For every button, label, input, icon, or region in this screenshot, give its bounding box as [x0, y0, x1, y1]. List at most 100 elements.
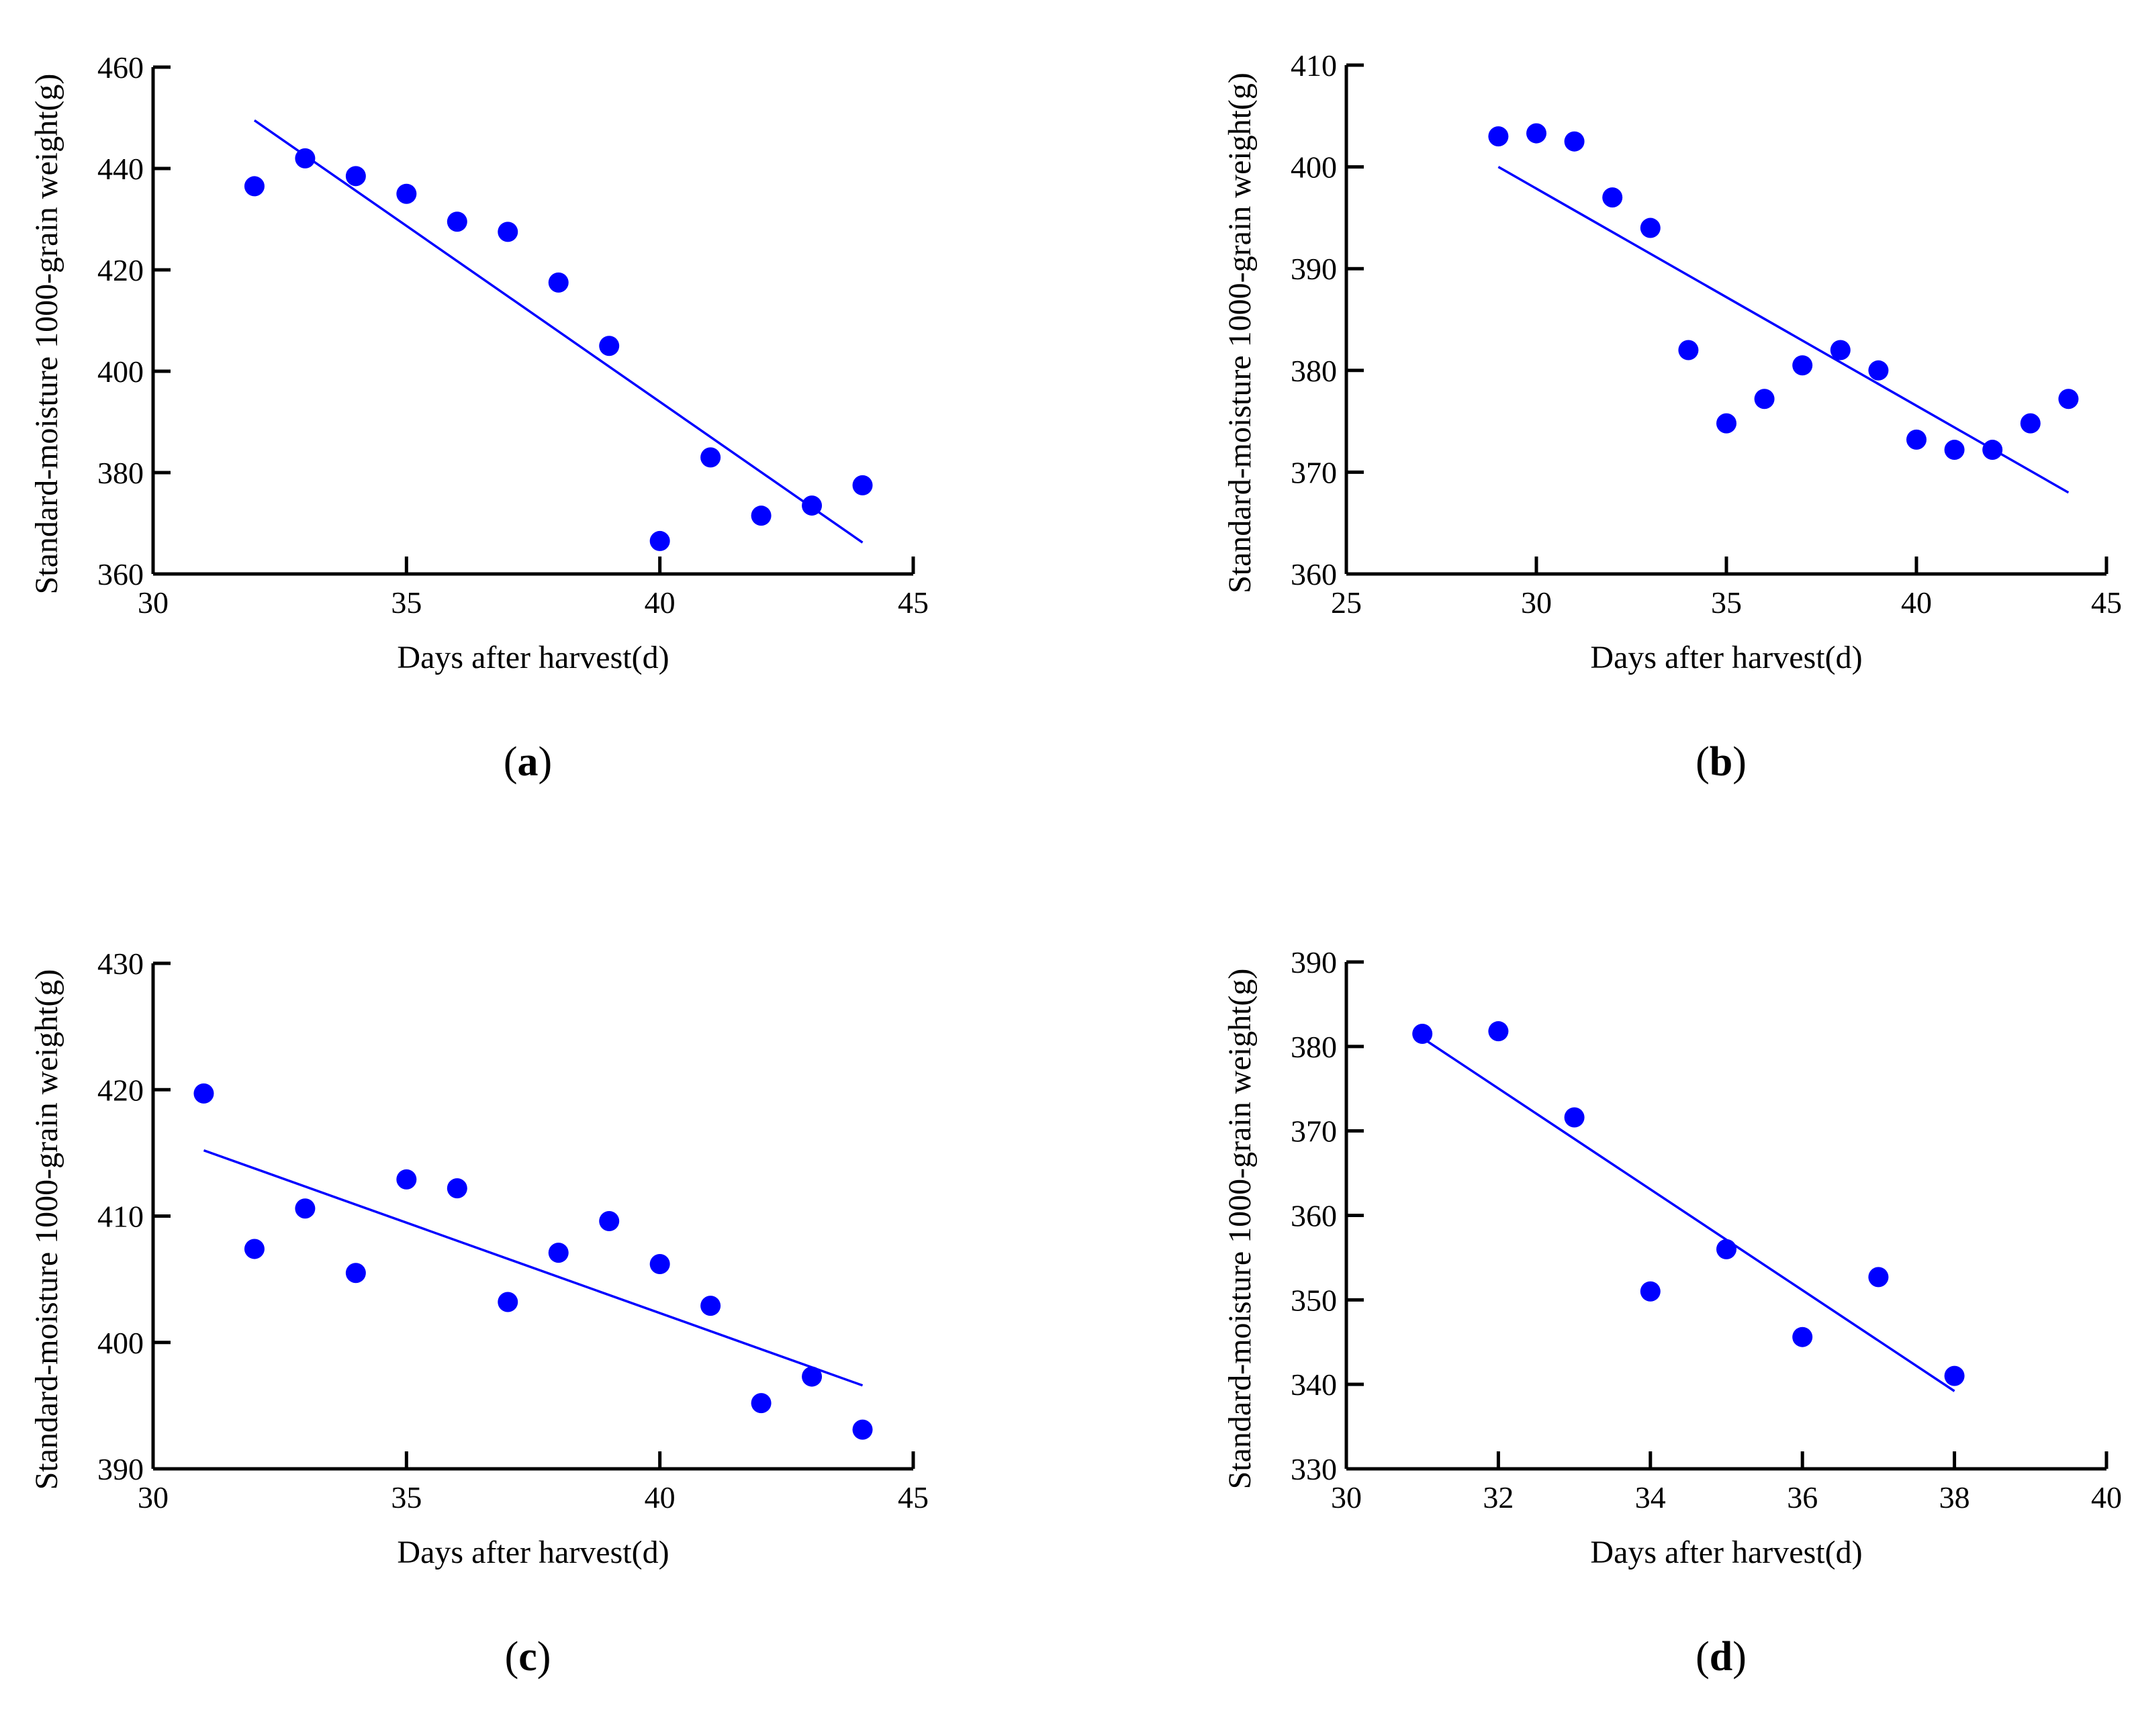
fit-line	[1422, 1036, 1955, 1392]
y-tick-label: 350	[1291, 1283, 1337, 1317]
x-tick-label: 45	[2091, 585, 2122, 620]
data-point	[751, 505, 772, 526]
x-tick-label: 30	[138, 585, 169, 620]
x-tick-label: 30	[1521, 585, 1552, 620]
data-point	[1488, 1021, 1509, 1042]
fit-line	[203, 1149, 864, 1387]
y-axis-title: Standard-moisture 1000-grain weight(g)	[1222, 969, 1258, 1490]
panel-label: (b)	[1696, 739, 1747, 785]
y-tick-label: 400	[1291, 150, 1337, 185]
panel-label: (d)	[1696, 1634, 1747, 1680]
fit-line	[1497, 166, 2070, 494]
x-axis-title: Days after harvest(d)	[1590, 1535, 1862, 1570]
data-point	[1944, 440, 1965, 461]
panel-letter: a	[518, 739, 539, 785]
data-point	[751, 1393, 772, 1414]
data-point	[599, 336, 620, 356]
data-point	[1906, 429, 1927, 450]
y-tick-label: 410	[97, 1200, 144, 1234]
data-point	[1678, 340, 1699, 360]
y-tick-label: 420	[97, 1073, 144, 1107]
y-tick-label: 390	[97, 1452, 144, 1486]
y-tick-label: 440	[97, 152, 144, 186]
chart-panel-a: 360 380 400 420 440 460 30 35 40 45 Days after har…	[29, 50, 929, 785]
x-tick-label: 32	[1483, 1480, 1514, 1514]
x-tick-label: 34	[1635, 1480, 1666, 1514]
y-tick-label: 340	[1291, 1367, 1337, 1402]
data-point	[548, 272, 569, 293]
x-tick-label: 40	[2091, 1480, 2122, 1514]
data-point	[1412, 1023, 1433, 1044]
data-point	[345, 1263, 366, 1284]
panel-label: (c)	[505, 1634, 551, 1680]
data-point	[1754, 389, 1775, 409]
data-point	[396, 183, 417, 204]
data-point	[244, 1239, 265, 1259]
x-tick-label: 35	[391, 1480, 422, 1514]
y-tick-label: 360	[97, 557, 144, 591]
data-point	[345, 166, 366, 187]
y-tick-label: 400	[97, 354, 144, 389]
x-tick-label: 35	[1711, 585, 1742, 620]
data-point	[1868, 1267, 1889, 1288]
chart-panel-d: 330 340 350 360 370 380 390 30 32 34 36 38 40 Days af…	[1222, 945, 2122, 1680]
x-axis-title: Days after harvest(d)	[397, 1535, 669, 1570]
data-point	[599, 1211, 620, 1232]
data-point	[396, 1169, 417, 1190]
x-axis-title: Days after harvest(d)	[397, 640, 669, 675]
data-point	[1982, 440, 2003, 461]
data-point	[649, 1254, 670, 1275]
x-tick-label: 36	[1787, 1480, 1818, 1514]
y-tick-label: 410	[1291, 48, 1337, 83]
panel-letter: d	[1710, 1634, 1732, 1680]
y-tick-label: 390	[1291, 945, 1337, 979]
data-point	[447, 211, 467, 232]
y-tick-label: 400	[97, 1326, 144, 1360]
panel-letter: b	[1710, 739, 1732, 785]
x-tick-label: 35	[391, 585, 422, 620]
x-tick-label: 40	[645, 585, 676, 620]
x-tick-label: 38	[1939, 1480, 1970, 1514]
data-point	[802, 495, 823, 516]
data-point	[1792, 355, 1813, 376]
y-axis-title: Standard-moisture 1000-grain weight(g)	[1222, 73, 1258, 593]
data-point	[700, 1296, 721, 1316]
data-point	[1792, 1327, 1813, 1347]
x-tick-label: 40	[1901, 585, 1932, 620]
y-tick-label: 420	[97, 253, 144, 287]
y-tick-label: 460	[97, 50, 144, 85]
fit-line	[253, 119, 864, 544]
data-point	[700, 447, 721, 468]
data-point	[548, 1243, 569, 1263]
y-tick-label: 360	[1291, 557, 1337, 591]
data-point	[649, 530, 670, 551]
x-tick-label: 45	[898, 585, 929, 620]
data-point	[1830, 340, 1851, 360]
panel-label: (a)	[504, 739, 552, 785]
data-point	[447, 1178, 467, 1199]
x-tick-label: 30	[1331, 1480, 1362, 1514]
x-tick-label: 40	[645, 1480, 676, 1514]
data-point	[193, 1083, 214, 1104]
y-tick-label: 380	[1291, 1030, 1337, 1064]
x-tick-label: 25	[1331, 585, 1362, 620]
data-point	[2058, 389, 2079, 409]
data-point	[1716, 1239, 1736, 1259]
x-tick-label: 45	[898, 1480, 929, 1514]
chart-panel-b: 360 370 380 390 400 410 25 30 35 40 45 Days after h…	[1222, 48, 2122, 785]
y-axis-title: Standard-moisture 1000-grain weight(g)	[29, 969, 64, 1490]
data-point	[1564, 131, 1585, 152]
y-tick-label: 430	[97, 947, 144, 981]
panel-letter: c	[518, 1634, 537, 1680]
chart-panel-c: 390 400 410 420 430 30 35 40 45 Days after harves…	[29, 947, 929, 1680]
data-point	[1526, 123, 1546, 144]
y-tick-label: 390	[1291, 252, 1337, 286]
data-point	[1716, 413, 1736, 434]
y-axis-title: Standard-moisture 1000-grain weight(g)	[29, 74, 64, 595]
data-point	[852, 1419, 873, 1440]
y-tick-label: 370	[1291, 1114, 1337, 1149]
data-point	[498, 222, 518, 242]
data-point	[1868, 360, 1889, 381]
y-tick-label: 380	[97, 456, 144, 490]
data-point	[1944, 1365, 1965, 1386]
